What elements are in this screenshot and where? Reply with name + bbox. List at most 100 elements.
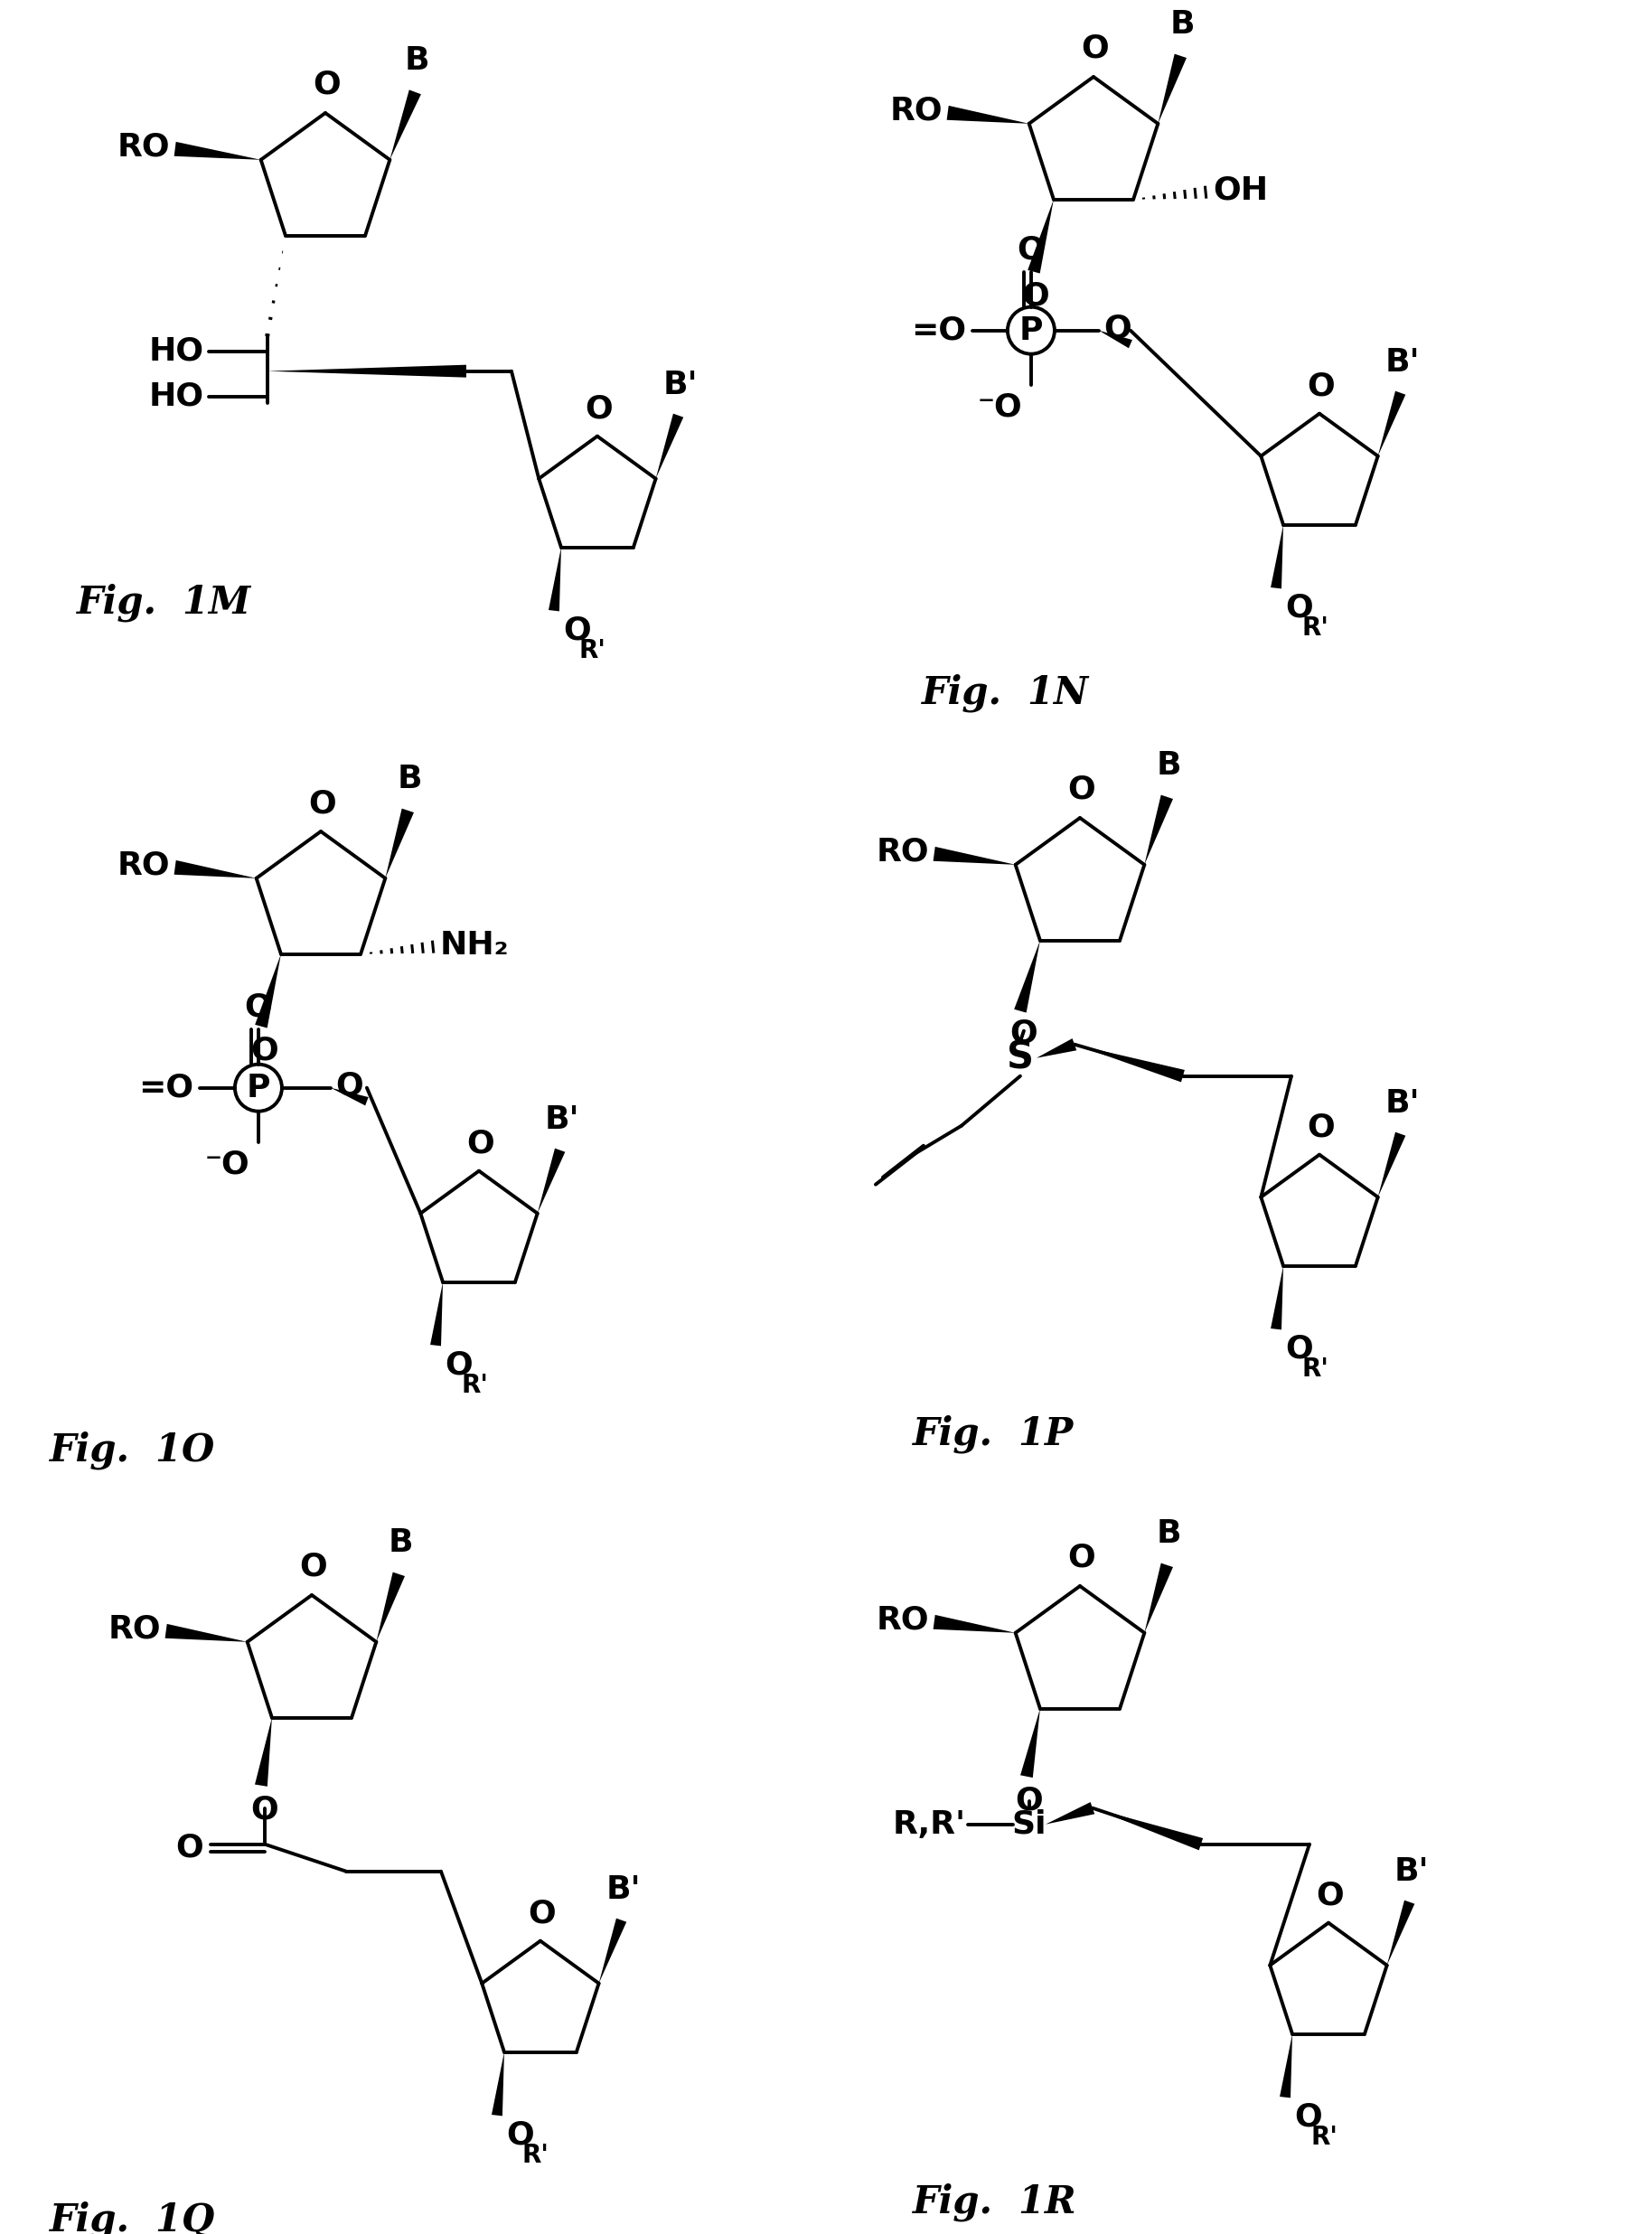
- Text: Fig.  1O: Fig. 1O: [50, 1432, 215, 1470]
- Text: B': B': [1384, 1088, 1419, 1119]
- Polygon shape: [1021, 1709, 1041, 1778]
- Polygon shape: [548, 547, 562, 612]
- Text: O: O: [563, 614, 591, 646]
- Text: O: O: [1067, 775, 1095, 804]
- Polygon shape: [390, 89, 421, 161]
- Polygon shape: [1388, 1901, 1414, 1966]
- Text: =O: =O: [910, 315, 966, 346]
- Text: O: O: [314, 69, 340, 101]
- Text: R': R': [1310, 2125, 1338, 2149]
- Text: B': B': [606, 1874, 641, 1906]
- Text: Si: Si: [1013, 1810, 1047, 1839]
- Polygon shape: [933, 847, 1016, 865]
- Text: O: O: [468, 1128, 494, 1159]
- Text: O: O: [1104, 313, 1132, 344]
- Text: R': R': [522, 2142, 550, 2167]
- Text: Fig.  1N: Fig. 1N: [922, 675, 1089, 713]
- Text: O: O: [506, 2120, 534, 2151]
- Text: O: O: [1067, 1544, 1095, 1573]
- Text: B': B': [1384, 346, 1419, 378]
- Polygon shape: [173, 860, 256, 878]
- Text: RO: RO: [877, 838, 930, 867]
- Polygon shape: [1145, 1564, 1173, 1633]
- Text: R': R': [461, 1372, 487, 1398]
- Text: B: B: [405, 45, 430, 76]
- Polygon shape: [330, 1088, 368, 1106]
- Polygon shape: [537, 1148, 565, 1213]
- Polygon shape: [1092, 1807, 1203, 1850]
- Text: RO: RO: [117, 132, 170, 163]
- Text: ⁻O: ⁻O: [976, 391, 1023, 422]
- Polygon shape: [1270, 1267, 1284, 1329]
- Polygon shape: [1036, 1039, 1077, 1059]
- Polygon shape: [165, 1624, 248, 1642]
- Text: B: B: [1156, 751, 1181, 780]
- Polygon shape: [1378, 391, 1406, 456]
- Text: O: O: [1285, 592, 1313, 623]
- Text: HO: HO: [149, 335, 205, 366]
- Text: B: B: [1170, 9, 1194, 40]
- Text: O: O: [251, 1794, 279, 1825]
- Text: O: O: [529, 1899, 557, 1930]
- Polygon shape: [1014, 941, 1041, 1012]
- Text: P: P: [1019, 315, 1042, 346]
- Text: O: O: [1317, 1881, 1345, 1910]
- Text: Fig.  1R: Fig. 1R: [914, 2183, 1077, 2221]
- Text: O: O: [1082, 34, 1108, 65]
- Polygon shape: [1280, 2033, 1292, 2098]
- Polygon shape: [656, 413, 684, 478]
- Text: Fig.  1P: Fig. 1P: [914, 1414, 1074, 1454]
- Polygon shape: [385, 809, 415, 878]
- Text: O: O: [309, 789, 337, 820]
- Text: B': B': [1394, 1856, 1429, 1888]
- Polygon shape: [492, 2053, 504, 2116]
- Text: O: O: [251, 1034, 279, 1066]
- Polygon shape: [1046, 1803, 1095, 1825]
- Polygon shape: [1099, 331, 1132, 349]
- Polygon shape: [430, 1282, 443, 1345]
- Polygon shape: [1028, 199, 1054, 273]
- Polygon shape: [1158, 54, 1186, 123]
- Text: O: O: [585, 393, 613, 424]
- Text: OH: OH: [1213, 174, 1269, 206]
- Text: R': R': [1302, 614, 1328, 641]
- Text: O: O: [1021, 281, 1049, 311]
- Text: O: O: [1018, 235, 1046, 266]
- Text: NH₂: NH₂: [439, 929, 509, 961]
- Text: O: O: [1307, 1113, 1335, 1144]
- Polygon shape: [1145, 795, 1173, 865]
- Text: RO: RO: [877, 1604, 930, 1635]
- Text: R': R': [1302, 1356, 1328, 1381]
- Text: O: O: [244, 992, 273, 1023]
- Polygon shape: [1074, 1046, 1184, 1081]
- Text: R,R': R,R': [892, 1810, 966, 1839]
- Text: Fig.  1Q: Fig. 1Q: [50, 2200, 215, 2234]
- Polygon shape: [254, 1718, 273, 1787]
- Text: ⁻O: ⁻O: [205, 1148, 249, 1180]
- Polygon shape: [1270, 525, 1284, 588]
- Polygon shape: [268, 364, 466, 378]
- Text: RO: RO: [117, 851, 170, 880]
- Polygon shape: [598, 1919, 626, 1984]
- Text: O: O: [1009, 1019, 1037, 1050]
- Text: B: B: [388, 1528, 413, 1557]
- Text: HO: HO: [149, 382, 205, 411]
- Text: S: S: [1006, 1039, 1034, 1077]
- Text: O: O: [1294, 2102, 1322, 2133]
- Text: B: B: [396, 764, 423, 795]
- Polygon shape: [947, 105, 1029, 123]
- Text: O: O: [444, 1349, 472, 1381]
- Polygon shape: [933, 1615, 1016, 1633]
- Text: RO: RO: [109, 1613, 162, 1644]
- Text: O: O: [335, 1070, 363, 1101]
- Text: RO: RO: [890, 96, 943, 127]
- Polygon shape: [1378, 1133, 1406, 1197]
- Text: O: O: [1285, 1334, 1313, 1365]
- Text: P: P: [246, 1072, 271, 1104]
- Text: B': B': [545, 1104, 580, 1135]
- Text: O: O: [175, 1832, 203, 1863]
- Text: Fig.  1M: Fig. 1M: [76, 583, 251, 621]
- Text: R': R': [580, 637, 606, 663]
- Text: O: O: [1016, 1785, 1042, 1816]
- Text: B': B': [662, 369, 697, 400]
